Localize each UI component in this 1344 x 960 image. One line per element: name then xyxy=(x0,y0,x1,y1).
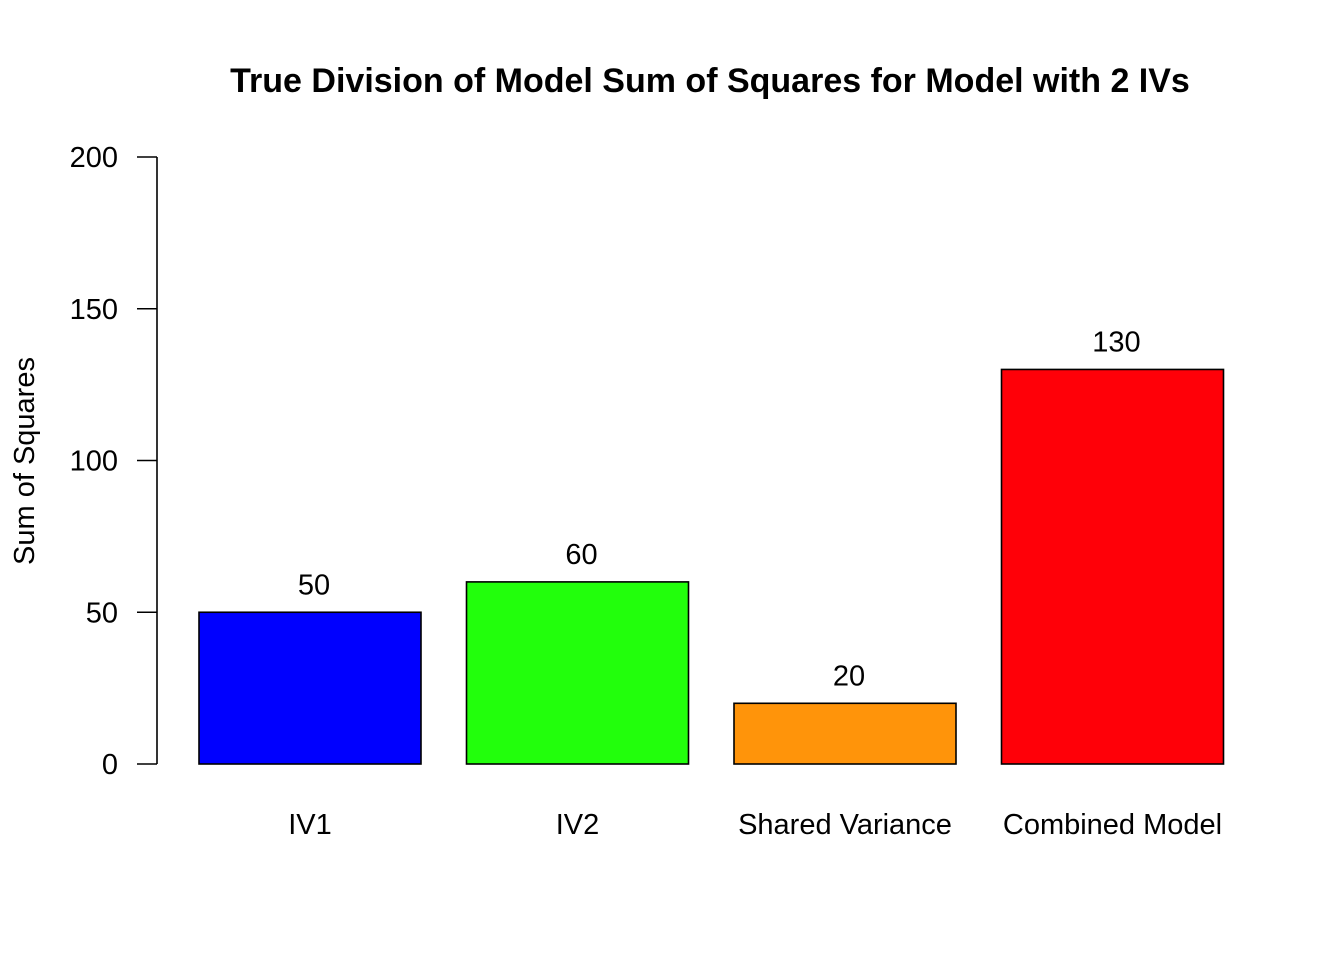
x-tick-label: IV2 xyxy=(556,809,600,841)
y-tick-label: 0 xyxy=(102,749,118,781)
bar-value-label: 20 xyxy=(833,660,865,692)
x-tick-label: Shared Variance xyxy=(738,809,952,841)
bar xyxy=(198,611,422,765)
bar-value-label: 60 xyxy=(565,539,597,571)
x-tick-labels-group: IV1 IV2 Shared Variance Combined Model xyxy=(288,809,1222,841)
y-tick-label: 200 xyxy=(70,142,118,174)
x-tick-label: Combined Model xyxy=(1003,809,1222,841)
x-tick-label: IV1 xyxy=(288,809,332,841)
y-axis: 0 50 100 150 200 xyxy=(70,142,158,781)
bars-group xyxy=(198,368,1225,765)
chart-title: True Division of Model Sum of Squares fo… xyxy=(230,62,1190,100)
y-axis-label: Sum of Squares xyxy=(9,357,41,565)
bar-value-label: 50 xyxy=(298,569,330,601)
bar xyxy=(733,702,957,765)
value-labels-group: 50 60 20 130 xyxy=(298,326,1141,692)
y-tick-label: 50 xyxy=(86,597,118,629)
y-tick-label: 150 xyxy=(70,294,118,326)
y-tick-label: 100 xyxy=(70,446,118,478)
bar-value-label: 130 xyxy=(1092,326,1140,358)
bar xyxy=(1000,368,1225,765)
bar xyxy=(465,581,690,765)
